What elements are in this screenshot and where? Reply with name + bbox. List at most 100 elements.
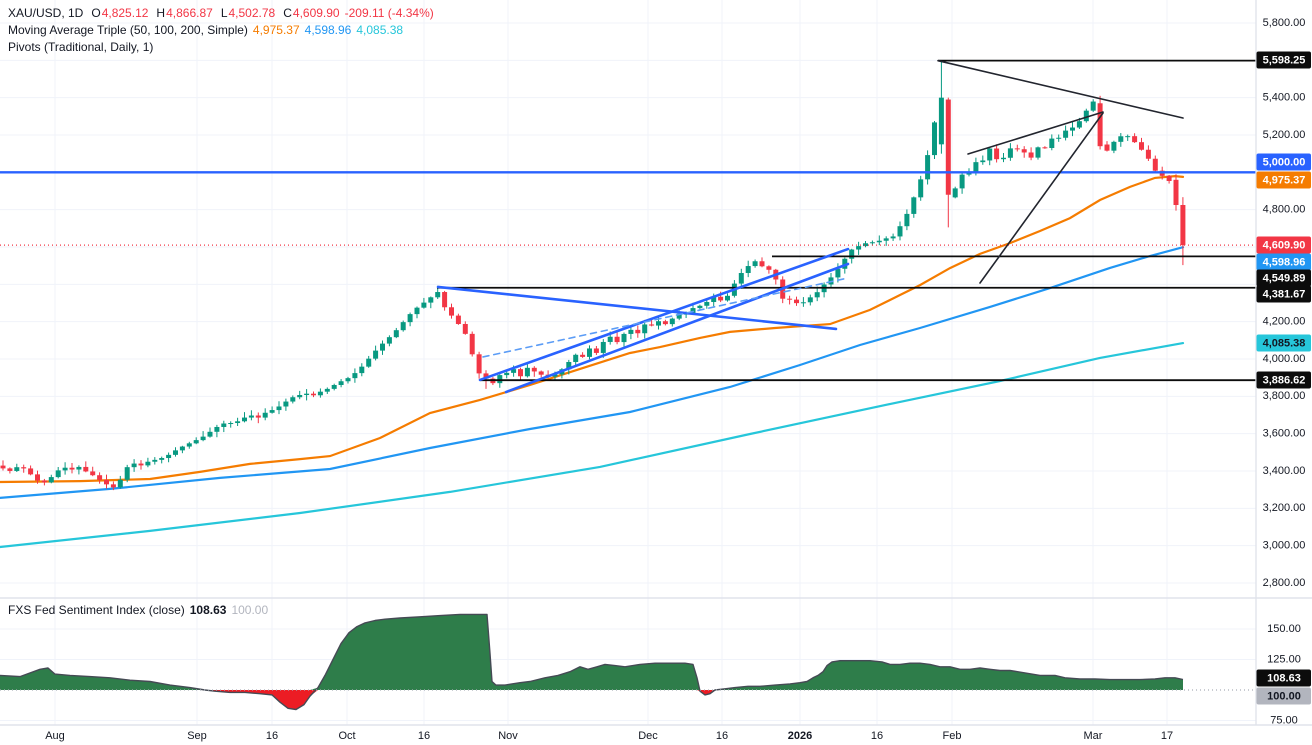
ma200-value: 4,085.38 <box>356 23 404 37</box>
candle-up <box>131 463 137 468</box>
candle-down <box>1097 103 1103 147</box>
candle-down <box>35 474 40 481</box>
candle-down <box>945 99 951 195</box>
change-value: -209.11 (-4.34%) <box>344 6 434 20</box>
ma-legend-row[interactable]: Moving Average Triple (50, 100, 200, Sim… <box>8 22 403 39</box>
candle-up <box>697 305 703 309</box>
drawn-levels[interactable] <box>0 59 1256 394</box>
badge-bg <box>1256 687 1311 705</box>
candle-up <box>676 313 682 319</box>
candle-up <box>814 292 820 298</box>
sentiment-baseline-value: 100.00 <box>231 603 269 617</box>
candle-down <box>718 296 724 301</box>
candle-up <box>435 292 441 298</box>
price-tick-label: 3,400.00 <box>1263 465 1306 477</box>
low-value: 4,502.78 <box>228 6 276 20</box>
candle-up <box>890 236 896 239</box>
candle-down <box>83 466 89 472</box>
axis-price-badge: 4,598.96 <box>1256 253 1311 271</box>
trendline[interactable] <box>937 59 1184 119</box>
price-tick-label: 4,800.00 <box>1263 204 1306 216</box>
trendline[interactable] <box>504 262 850 394</box>
candle-up <box>421 302 427 308</box>
candle-down <box>1028 152 1034 158</box>
candle-up <box>338 381 344 385</box>
candle-up <box>124 467 130 480</box>
trendline[interactable] <box>967 111 1104 155</box>
axis-price-badge: 4,381.67 <box>1256 285 1311 303</box>
candle-up <box>352 373 358 379</box>
candle-up <box>925 155 931 180</box>
candle-down <box>476 354 482 374</box>
candle-up <box>1111 141 1117 151</box>
candle-up <box>62 467 68 471</box>
ma50-value: 4,975.37 <box>252 23 300 37</box>
candle-up <box>987 148 993 161</box>
candle-down <box>538 371 544 375</box>
axis-price-badge: 108.63 <box>1256 669 1311 687</box>
candle-down <box>442 292 448 308</box>
price-axis[interactable] <box>1256 0 1312 725</box>
candle-up <box>214 426 220 432</box>
candle-up <box>228 423 234 425</box>
candle-up <box>48 477 54 483</box>
sentiment-tick-label: 125.00 <box>1267 653 1301 665</box>
candle-up <box>1118 136 1124 142</box>
symbol-legend-row[interactable]: XAU/USD, 1D O 4,825.12 H 4,866.87 L 4,502.7… <box>8 5 434 22</box>
badge-bg <box>1256 51 1311 69</box>
badge-text: 5,598.25 <box>1263 54 1306 66</box>
gridlines <box>0 0 1256 725</box>
time-tick-label: 16 <box>418 730 430 742</box>
candle-down <box>28 468 34 475</box>
candle-up <box>511 369 517 373</box>
sentiment-line <box>0 613 1184 711</box>
candle-up <box>856 246 862 250</box>
candle-up <box>407 314 413 323</box>
candle-up <box>842 258 848 269</box>
candle-down <box>766 266 772 270</box>
candle-down <box>518 369 523 377</box>
candle-up <box>317 391 323 396</box>
badge-text: 4,085.38 <box>1263 337 1306 349</box>
time-axis[interactable] <box>0 725 1256 745</box>
axis-price-badge: 4,085.38 <box>1256 334 1311 352</box>
sentiment-legend-row[interactable]: FXS Fed Sentiment Index (close) 108.63 1… <box>8 602 268 619</box>
price-tick-label: 5,200.00 <box>1263 129 1306 141</box>
pivots-legend-row[interactable]: Pivots (Traditional, Daily, 1) <box>8 39 153 56</box>
badge-bg <box>1256 153 1311 171</box>
candle-down <box>787 298 793 300</box>
price-axis-badges: 5,598.25 5,000.00 4,975.37 4,609.90 4,598.96… <box>1256 51 1311 705</box>
trendline[interactable] <box>436 285 838 331</box>
candle-down <box>1139 142 1144 150</box>
candle-down <box>469 333 475 355</box>
trendline[interactable] <box>979 112 1104 284</box>
ma100-value: 4,598.96 <box>304 23 352 37</box>
candle-up <box>1125 136 1131 138</box>
sentiment-negative-fill <box>0 690 1183 710</box>
candle-up <box>911 197 917 214</box>
candle-down <box>531 367 537 372</box>
candle-up <box>331 384 337 389</box>
candle-up <box>752 261 758 267</box>
candle-up <box>386 337 392 344</box>
badge-bg <box>1256 269 1311 287</box>
candle-up <box>918 179 924 198</box>
candle-up <box>1076 121 1082 128</box>
price-tick-label: 4,200.00 <box>1263 316 1306 328</box>
badge-bg <box>1256 334 1311 352</box>
candle-up <box>1007 148 1013 158</box>
candle-up <box>200 436 206 441</box>
badge-bg <box>1256 371 1311 389</box>
candle-up <box>248 415 254 418</box>
candle-down <box>138 463 144 466</box>
candle-up <box>304 393 310 396</box>
candle-down <box>90 471 96 476</box>
candle-down <box>614 336 620 343</box>
trendline[interactable] <box>478 247 850 382</box>
trendline[interactable] <box>482 277 849 358</box>
price-tick-label: 5,800.00 <box>1263 17 1306 29</box>
candle-up <box>1063 130 1069 138</box>
candle-up <box>863 243 868 247</box>
candle-up <box>297 395 303 398</box>
